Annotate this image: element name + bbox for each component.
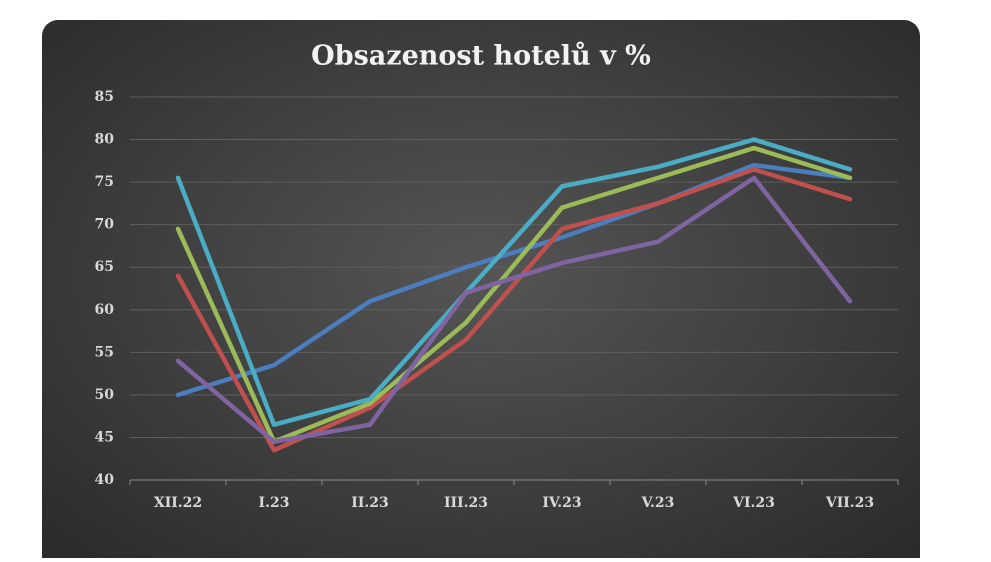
x-tick-label: VII.23 — [825, 495, 874, 511]
series-line — [175, 175, 853, 444]
series-line — [175, 145, 853, 444]
x-tick-label: VI.23 — [732, 495, 775, 511]
plot-area: 40 45 50 55 60 65 70 75 80 85 XII.22 I.23 II.23 III.2… — [95, 89, 899, 511]
x-tick-label: I.23 — [259, 495, 290, 511]
x-tick-label: II.23 — [351, 495, 388, 511]
x-tick-label: IV.23 — [542, 495, 581, 511]
series-line — [175, 167, 853, 453]
y-tick-label: 50 — [95, 387, 115, 403]
y-tick-label: 70 — [95, 217, 115, 233]
x-tick-label: V.23 — [641, 495, 675, 511]
series-line — [175, 137, 853, 427]
y-tick-label: 60 — [95, 302, 115, 318]
chart-title: Obsazenost hotelů v % — [311, 40, 651, 72]
y-tick-label: 40 — [95, 472, 115, 488]
y-tick-label: 55 — [95, 344, 114, 360]
y-tick-label: 45 — [95, 429, 114, 445]
x-tick-label: III.23 — [444, 495, 488, 511]
series-line — [175, 162, 853, 398]
x-tick-label: XII.22 — [154, 495, 202, 511]
y-tick-label: 80 — [95, 132, 115, 148]
y-tick-label: 85 — [95, 89, 114, 105]
y-tick-label: 65 — [95, 259, 114, 275]
y-tick-label: 75 — [95, 174, 114, 190]
